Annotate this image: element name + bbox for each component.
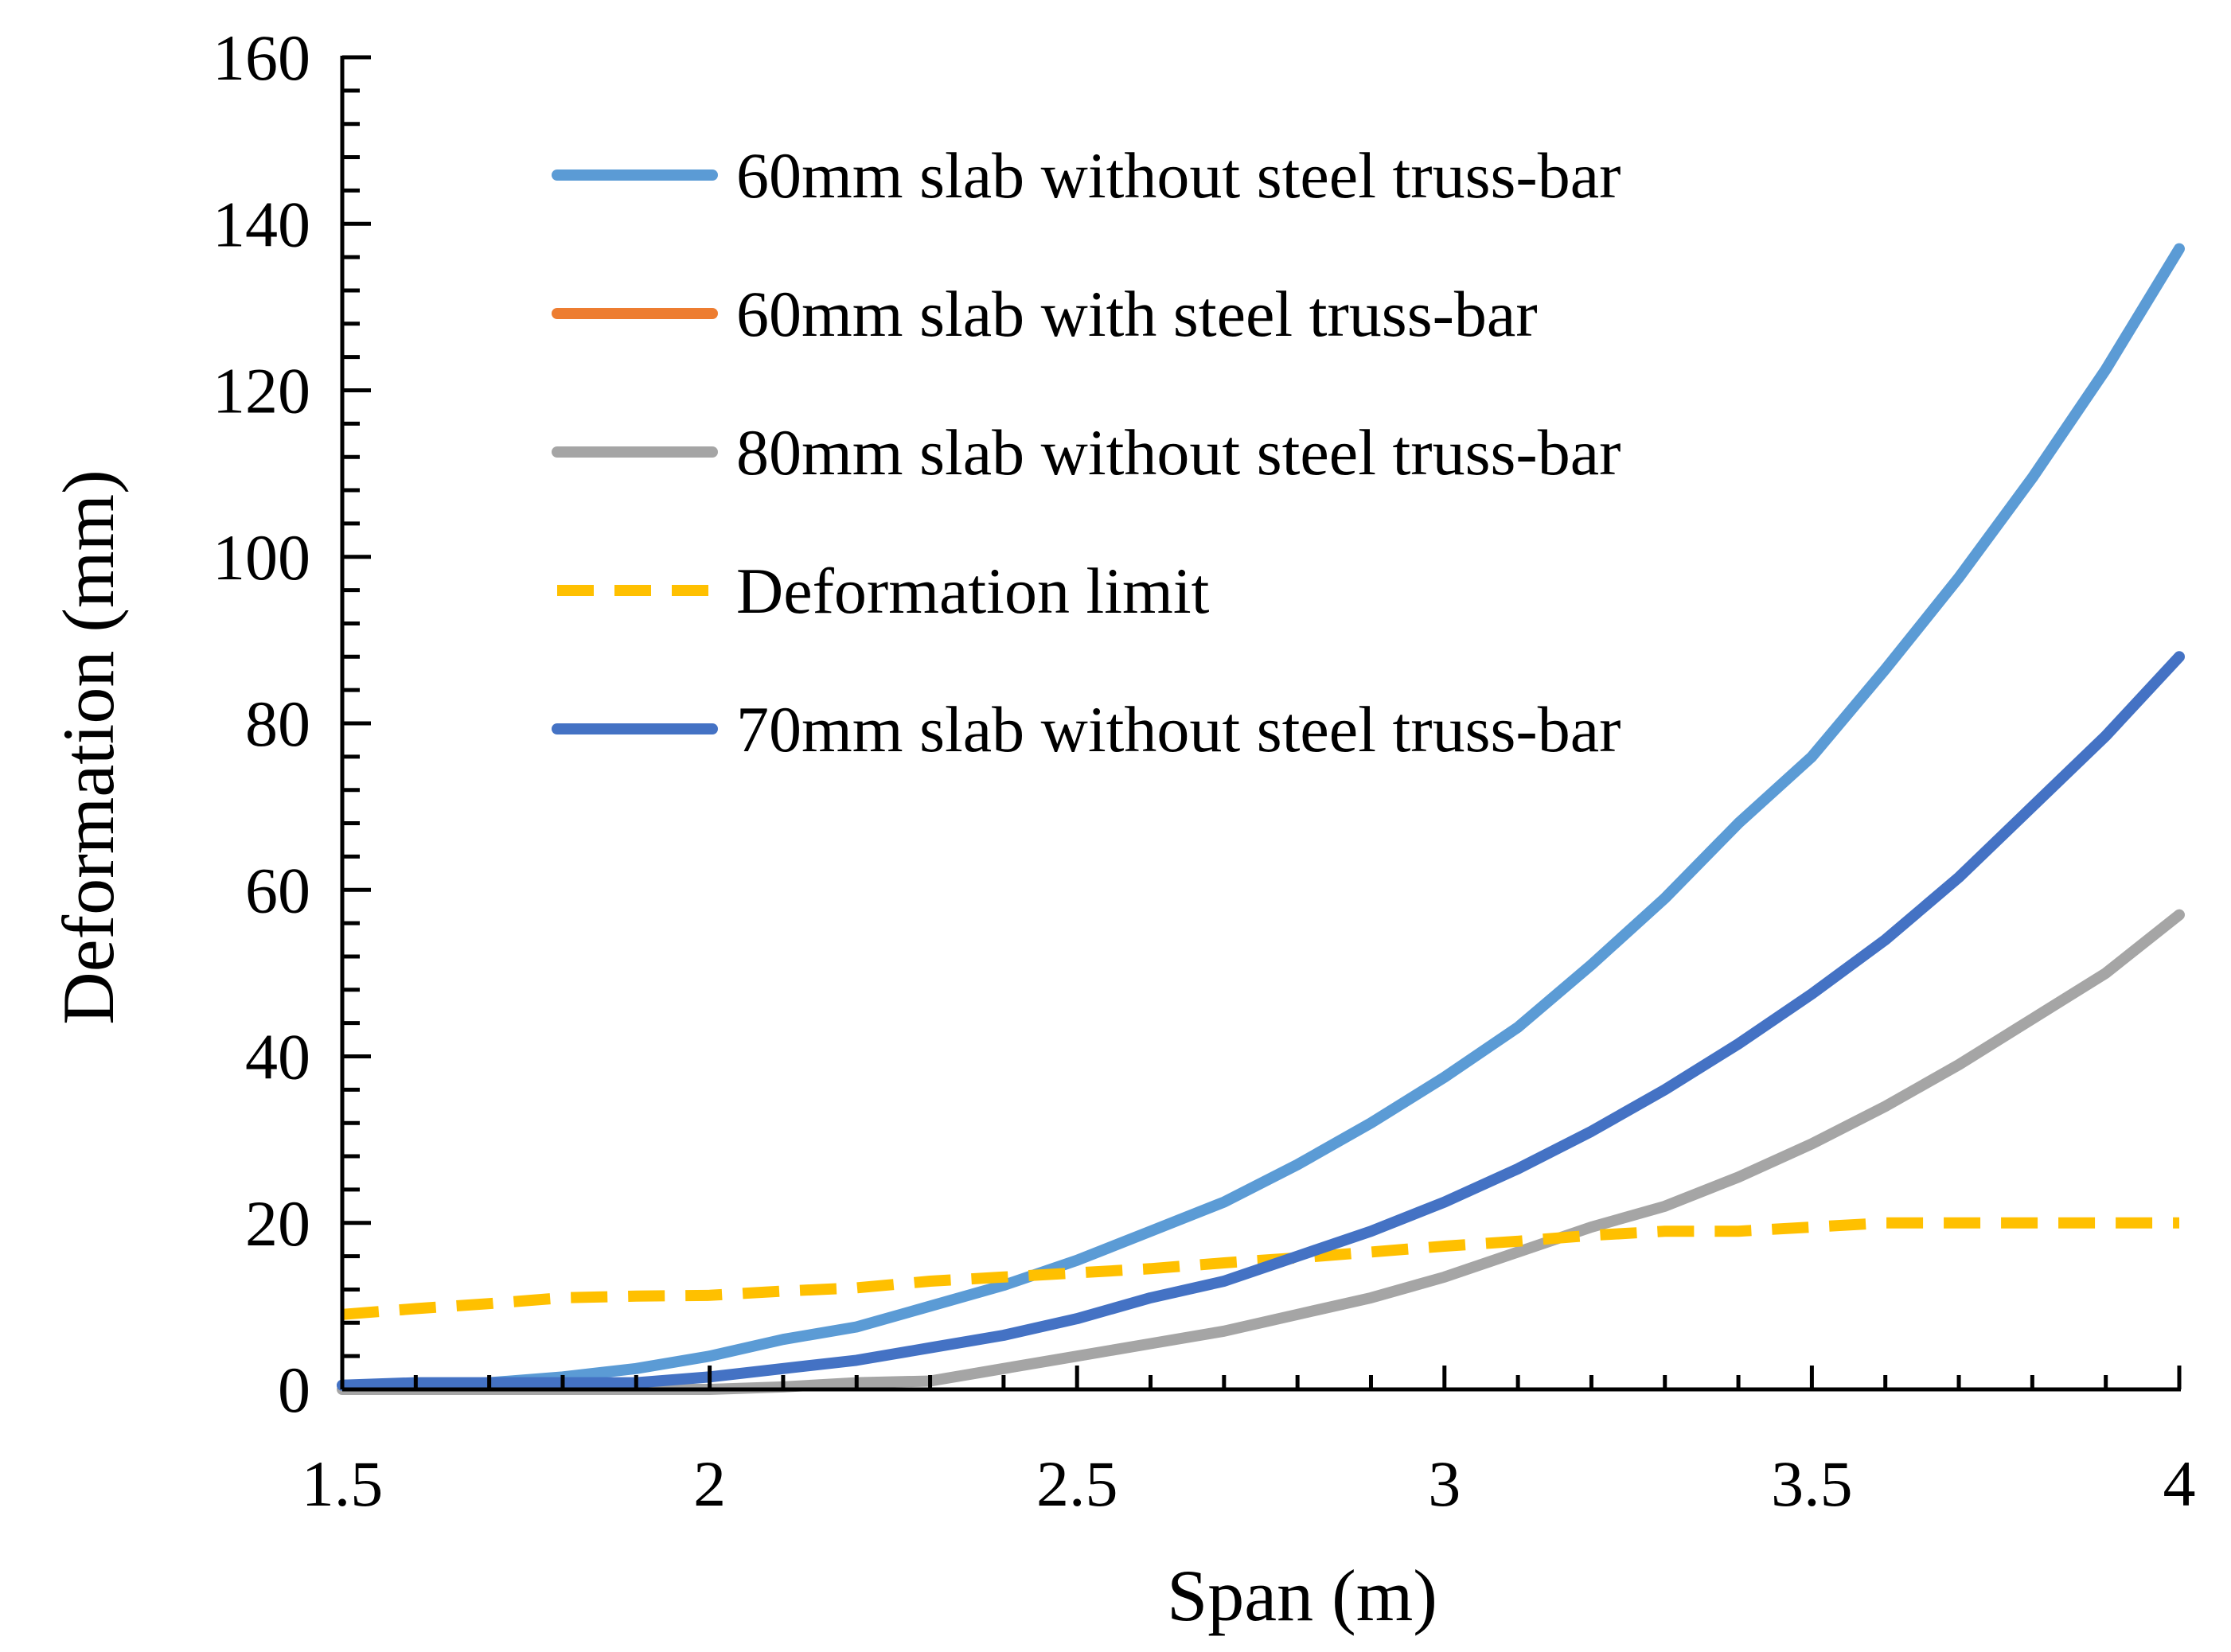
series-line-4 [341, 1217, 2179, 1320]
x-tick-label: 3 [1428, 1447, 1461, 1520]
x-tick-label: 2 [693, 1447, 726, 1520]
y-tick-label: 160 [213, 21, 310, 94]
series-line-3 [337, 909, 2185, 1395]
x-tick-label: 2.5 [1036, 1447, 1118, 1520]
x-tick-label: 3.5 [1771, 1447, 1853, 1520]
legend-label-5: 70mm slab without steel truss-bar [736, 693, 1621, 766]
x-tick-label: 1.5 [302, 1447, 384, 1520]
x-axis-title: Span (m) [1167, 1555, 1437, 1636]
legend-label-3: 80mm slab without steel truss-bar [736, 416, 1621, 489]
y-tick-label: 60 [245, 854, 310, 926]
legend-label-1: 60mm slab without steel truss-bar [736, 139, 1621, 212]
y-tick-label: 100 [213, 521, 310, 594]
x-tick-label: 4 [2163, 1447, 2196, 1520]
y-tick-label: 20 [245, 1187, 310, 1260]
y-tick-label: 120 [213, 355, 310, 427]
y-tick-label: 0 [278, 1354, 310, 1426]
series-line-1 [337, 243, 2185, 1391]
y-tick-label: 140 [213, 188, 310, 260]
y-axis-title: Deformation (mm) [48, 469, 129, 1024]
y-tick-label: 40 [245, 1021, 310, 1093]
legend-label-4: Deformation limit [736, 555, 1210, 627]
axes: 0 20 40 60 80 100 120 140 160 1.5 2 2.5 3 3.5 4 [213, 21, 2196, 1520]
legend-label-2: 60mm slab with steel truss-bar [736, 278, 1538, 350]
series-line-5 [337, 651, 2185, 1391]
y-tick-label: 80 [245, 688, 310, 760]
legend: 60mm slab without steel truss-bar 60mm sl… [552, 139, 1621, 766]
